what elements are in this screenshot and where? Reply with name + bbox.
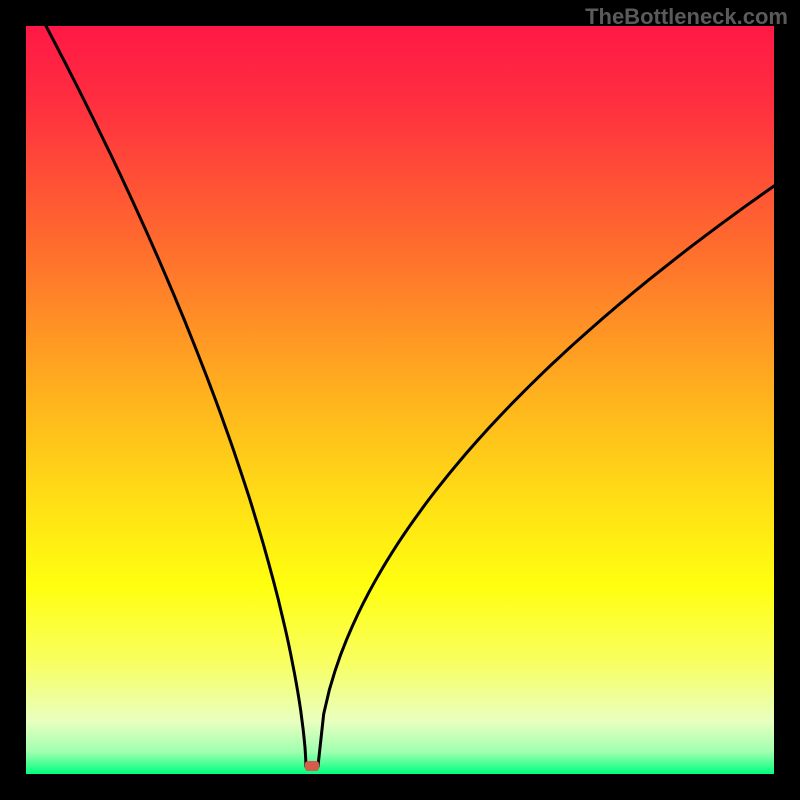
bottleneck-curve <box>46 26 774 766</box>
curve-line <box>26 26 774 774</box>
chart-container: TheBottleneck.com <box>0 0 800 800</box>
plot-area <box>26 26 774 774</box>
optimal-point-marker <box>305 761 319 771</box>
watermark-text: TheBottleneck.com <box>585 4 788 30</box>
